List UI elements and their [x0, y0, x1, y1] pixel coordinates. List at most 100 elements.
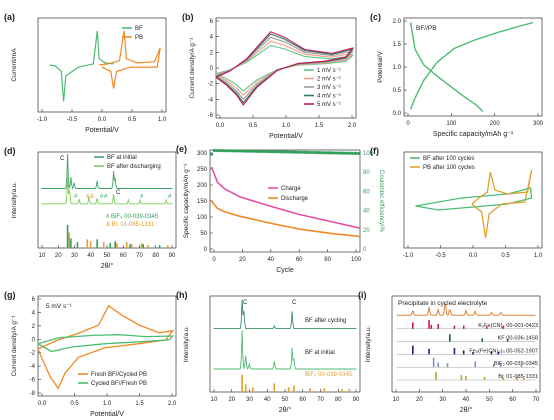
y-tick-label: 150 — [197, 199, 208, 205]
cell-annotation: BF//PB — [416, 25, 437, 32]
y-tick-label: 300 — [197, 151, 208, 157]
y-tick-label: -4 — [208, 97, 214, 103]
x-tick-label: 0.0 — [38, 401, 47, 407]
legend-label: 4 mV s⁻¹ — [317, 94, 341, 100]
y2-tick-label: 100 — [363, 151, 374, 157]
x-tick-label: 1.0 — [103, 401, 112, 407]
peak-marker: C — [243, 300, 248, 306]
ce-point — [326, 151, 331, 155]
legend-label: 3 mV s⁻¹ — [317, 85, 341, 91]
x-tick-label: 20 — [239, 257, 246, 263]
x-tick-label: 1.0 — [158, 117, 167, 123]
legend-label: Cycled BF//Fresh PB — [91, 381, 147, 387]
ce-point — [257, 149, 262, 154]
ce-point — [260, 149, 265, 154]
cv-loop — [215, 36, 355, 101]
y-tick-label: 2 — [32, 324, 36, 330]
x-tick-label: 80 — [152, 253, 159, 259]
peak-marker: # — [104, 194, 108, 200]
x-tick-label: 10 — [211, 397, 218, 403]
y-tick-label: 0 — [32, 337, 36, 343]
panel-letter: (d) — [4, 146, 16, 156]
y-axis-label: Intensity/a.u. — [183, 325, 190, 362]
legend-label: PB after 100 cycles — [423, 165, 475, 171]
ce-point — [242, 149, 247, 153]
peak-marker: # — [74, 194, 78, 200]
x-tick-label: 10 — [393, 397, 400, 403]
ce-point — [338, 151, 343, 155]
y-tick-label: 0 — [210, 66, 214, 72]
x-axis-label: Cycle — [276, 267, 294, 274]
y-tick-label: 250 — [197, 167, 208, 173]
x-axis-label: 2θ/° — [101, 262, 114, 270]
x-tick-label: 70 — [533, 397, 540, 403]
legend-label: BF at initial — [107, 155, 137, 161]
ce-point — [251, 149, 256, 153]
x-tick-label: 100 — [351, 257, 362, 263]
x-tick-label: 60 — [509, 397, 516, 403]
legend-label: BF after discharging — [107, 164, 161, 170]
ce-point — [254, 149, 259, 153]
cv-fresh-bf-cycled-pb — [37, 304, 175, 390]
y2-tick-label: 20 — [363, 228, 370, 234]
panel-d: (d) 2θ/° Intensity/a.u. 10 20 30 40 50 60 70 80 90 C… — [4, 146, 177, 270]
trace-label: BiF₃ 00-039-0345 — [305, 372, 353, 378]
y-tick-label: 4 — [32, 310, 36, 316]
peak-marker: # — [168, 194, 172, 200]
ce-point — [344, 151, 349, 155]
x-axis-label: Potential/V — [85, 127, 119, 134]
ce-point — [230, 149, 235, 153]
y2-tick-label: 40 — [363, 209, 370, 215]
panel-b: (b) Potential/V Current density/A g⁻¹ 0.0 0.… — [182, 12, 357, 140]
x-tick-label: 1.0 — [534, 253, 543, 259]
y-axis-label: Current/mA — [11, 48, 18, 82]
ce-point — [350, 151, 355, 155]
ce-point — [341, 151, 346, 155]
y-tick-label: 4 — [210, 35, 214, 41]
ce-point — [272, 150, 277, 154]
panel-c: (c) Specific capacity/mAh g⁻¹ Potential/V 0… — [370, 12, 544, 138]
x-tick-label: 40 — [463, 397, 470, 403]
series-line-pb — [99, 30, 161, 89]
cv-bf-after-cycles — [415, 187, 533, 211]
x-tick-label: 20 — [228, 397, 235, 403]
panel-g: (g) Potential/V Current density/A g⁻¹ 0.0 0.… — [4, 290, 177, 418]
ce-point — [332, 151, 337, 155]
ce-point — [266, 150, 271, 154]
trace-label: BF after cycling — [305, 318, 346, 324]
ce-point — [347, 151, 352, 155]
x-tick-label: 90 — [169, 253, 176, 259]
ce-point — [329, 151, 334, 155]
legend-label: 1 mV s⁻¹ — [317, 68, 341, 74]
panel-letter: (a) — [4, 12, 15, 22]
x-axis-label: Potential/V — [269, 133, 303, 140]
x-tick-label: 80 — [324, 257, 331, 263]
x-tick-label: 80 — [335, 397, 342, 403]
ce-point — [293, 150, 298, 154]
y-axis-label: Intensity/a.u. — [365, 325, 372, 362]
cv-cycled-bf-fresh-pb — [37, 334, 175, 353]
y-tick-label: 2 — [210, 50, 214, 56]
x-tick-label: -0.5 — [435, 253, 446, 259]
x-tick-label: 0.0 — [469, 253, 478, 259]
panel-f: (f) -1.0 -0.5 0.0 0.5 1.0 BF after 100 cycles P… — [370, 146, 543, 259]
x-axis-label: Potential/V — [90, 411, 124, 418]
ce-point — [320, 151, 325, 155]
y-tick-label: -6 — [30, 378, 36, 384]
y-tick-label: -4 — [30, 364, 36, 370]
x-tick-label: 2.0 — [348, 123, 357, 129]
ce-point — [278, 150, 283, 154]
x-tick-label: 50 — [486, 397, 493, 403]
x-tick-label: 0.0 — [98, 117, 107, 123]
ce-point — [317, 151, 322, 155]
ce-point — [281, 150, 286, 154]
panel-title: Precipitate in cycled electrolyte — [398, 300, 488, 307]
ce-point — [290, 150, 295, 154]
x-tick-label: 0 — [212, 257, 216, 263]
x-tick-label: 0 — [406, 121, 410, 127]
gcd-curve-discharge — [409, 22, 484, 112]
x-tick-label: 40 — [264, 397, 271, 403]
xrd-bf-initial — [213, 330, 357, 370]
panel-letter: (f) — [370, 146, 379, 156]
